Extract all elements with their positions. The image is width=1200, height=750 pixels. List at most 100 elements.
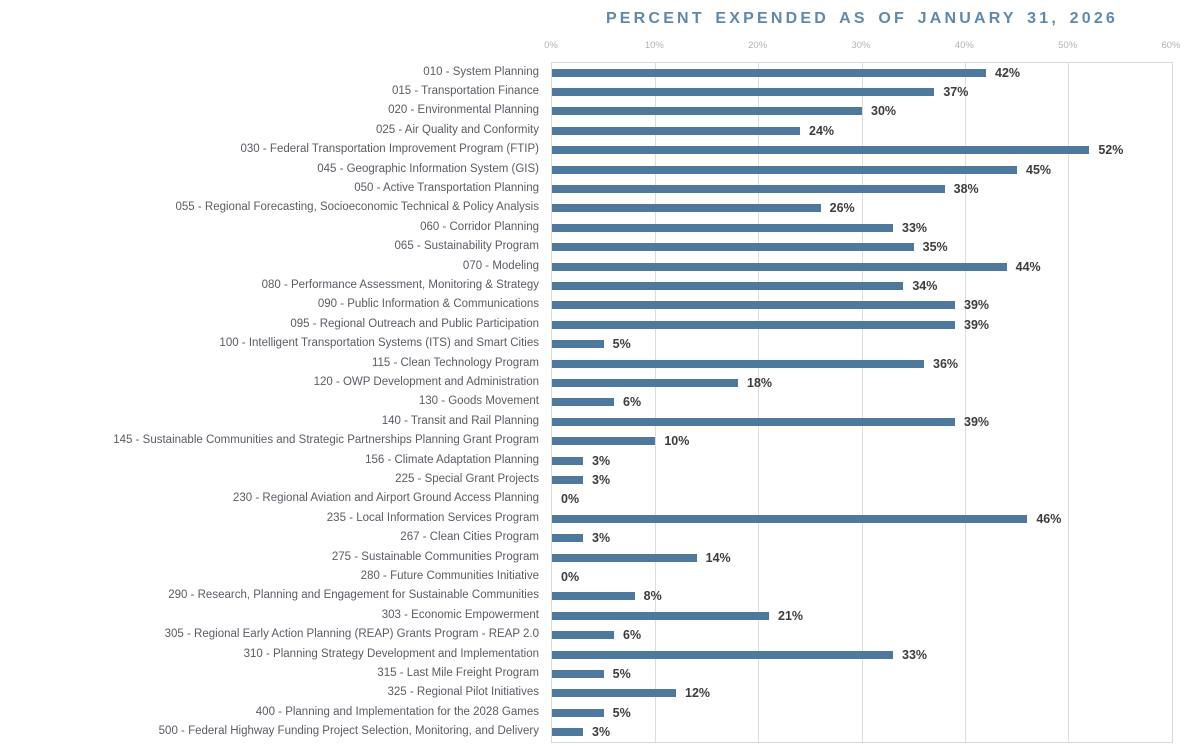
x-tick-label: 50% bbox=[1058, 40, 1078, 51]
bar-row: 6% bbox=[552, 626, 1172, 645]
bar bbox=[552, 243, 914, 252]
value-label: 0% bbox=[561, 492, 580, 507]
category-label: 145 - Sustainable Communities and Strate… bbox=[113, 434, 539, 447]
value-label: 38% bbox=[953, 182, 979, 197]
bar-row: 3% bbox=[552, 470, 1172, 489]
category-label: 010 - System Planning bbox=[423, 65, 539, 78]
bar bbox=[552, 670, 604, 679]
category-label: 140 - Transit and Rail Planning bbox=[381, 414, 539, 427]
bar-row: 30% bbox=[552, 102, 1172, 121]
bar-row: 46% bbox=[552, 509, 1172, 528]
bar-row: 0% bbox=[552, 567, 1172, 586]
bar-row: 6% bbox=[552, 393, 1172, 412]
category-label: 325 - Regional Pilot Initiatives bbox=[387, 686, 540, 699]
value-label: 8% bbox=[643, 589, 662, 604]
bar-row: 21% bbox=[552, 606, 1172, 625]
bar-row: 52% bbox=[552, 141, 1172, 160]
bar bbox=[552, 204, 821, 213]
category-label: 090 - Public Information & Communication… bbox=[317, 298, 539, 311]
bar bbox=[552, 301, 955, 310]
bar-row: 38% bbox=[552, 179, 1172, 198]
bar-row: 8% bbox=[552, 587, 1172, 606]
bar bbox=[552, 223, 893, 232]
bar-row: 12% bbox=[552, 684, 1172, 703]
value-label: 5% bbox=[612, 667, 631, 682]
value-label: 35% bbox=[922, 240, 948, 255]
category-label: 305 - Regional Early Action Planning (RE… bbox=[164, 628, 539, 641]
bar bbox=[552, 476, 583, 485]
bar bbox=[552, 611, 769, 620]
category-label: 015 - Transportation Finance bbox=[391, 85, 539, 98]
x-tick-label: 30% bbox=[851, 40, 871, 51]
category-label: 130 - Goods Movement bbox=[418, 395, 539, 408]
value-label: 52% bbox=[1098, 143, 1124, 158]
category-label: 275 - Sustainable Communities Program bbox=[331, 550, 539, 563]
value-label: 46% bbox=[1036, 511, 1062, 526]
value-label: 5% bbox=[612, 337, 631, 352]
bar bbox=[552, 379, 738, 388]
bar-row: 39% bbox=[552, 296, 1172, 315]
category-label: 310 - Planning Strategy Development and … bbox=[243, 647, 539, 660]
value-label: 0% bbox=[561, 570, 580, 585]
bar bbox=[552, 534, 583, 543]
category-label: 050 - Active Transportation Planning bbox=[354, 182, 539, 195]
bar bbox=[552, 185, 945, 194]
category-label: 267 - Clean Cities Program bbox=[400, 531, 539, 544]
bar bbox=[552, 107, 862, 116]
bar-row: 14% bbox=[552, 548, 1172, 567]
value-label: 24% bbox=[809, 123, 835, 138]
bar bbox=[552, 165, 1017, 174]
bar-row: 10% bbox=[552, 432, 1172, 451]
value-label: 33% bbox=[902, 647, 928, 662]
bar bbox=[552, 320, 955, 329]
bar bbox=[552, 398, 614, 407]
category-label: 100 - Intelligent Transportation Systems… bbox=[219, 337, 539, 350]
value-label: 37% bbox=[943, 85, 969, 100]
category-label: 080 - Performance Assessment, Monitoring… bbox=[261, 279, 539, 292]
category-label: 400 - Planning and Implementation for th… bbox=[255, 705, 539, 718]
gridline bbox=[758, 63, 760, 742]
bar-row: 37% bbox=[552, 82, 1172, 101]
bar-row: 24% bbox=[552, 121, 1172, 140]
bar-row: 45% bbox=[552, 160, 1172, 179]
bar bbox=[552, 340, 604, 349]
x-tick-label: 0% bbox=[544, 40, 558, 51]
value-label: 21% bbox=[778, 608, 804, 623]
category-axis: 010 - System Planning 015 - Transportatio… bbox=[0, 62, 539, 743]
gridline bbox=[654, 63, 656, 742]
bar bbox=[552, 631, 614, 640]
category-label: 290 - Research, Planning and Engagement … bbox=[168, 589, 539, 602]
bar-row: 26% bbox=[552, 199, 1172, 218]
gridline bbox=[861, 63, 863, 742]
bar-row: 3% bbox=[552, 723, 1172, 742]
value-label: 3% bbox=[592, 453, 611, 468]
value-label: 34% bbox=[912, 279, 938, 294]
bar-row: 34% bbox=[552, 276, 1172, 295]
value-label: 30% bbox=[871, 104, 897, 119]
category-label: 025 - Air Quality and Conformity bbox=[376, 123, 539, 136]
category-label: 115 - Clean Technology Program bbox=[371, 356, 539, 369]
bar bbox=[552, 592, 635, 601]
bar-row: 3% bbox=[552, 451, 1172, 470]
category-label: 030 - Federal Transportation Improvement… bbox=[240, 143, 539, 156]
bar-row: 0% bbox=[552, 490, 1172, 509]
bar bbox=[552, 728, 583, 737]
bar bbox=[552, 553, 697, 562]
x-tick-label: 20% bbox=[748, 40, 768, 51]
value-label: 33% bbox=[902, 220, 928, 235]
value-label: 6% bbox=[623, 395, 642, 410]
value-label: 45% bbox=[1026, 162, 1052, 177]
category-label: 045 - Geographic Information System (GIS… bbox=[317, 162, 539, 175]
bar-row: 3% bbox=[552, 529, 1172, 548]
bar-row: 33% bbox=[552, 218, 1172, 237]
category-label: 070 - Modeling bbox=[462, 259, 539, 272]
category-label: 065 - Sustainability Program bbox=[394, 240, 539, 253]
value-label: 39% bbox=[964, 298, 990, 313]
bar bbox=[552, 88, 935, 97]
category-label: 500 - Federal Highway Funding Project Se… bbox=[158, 725, 539, 738]
value-label: 3% bbox=[592, 473, 611, 488]
gridline bbox=[964, 63, 966, 742]
bar bbox=[552, 650, 893, 659]
x-tick-label: 40% bbox=[954, 40, 974, 51]
